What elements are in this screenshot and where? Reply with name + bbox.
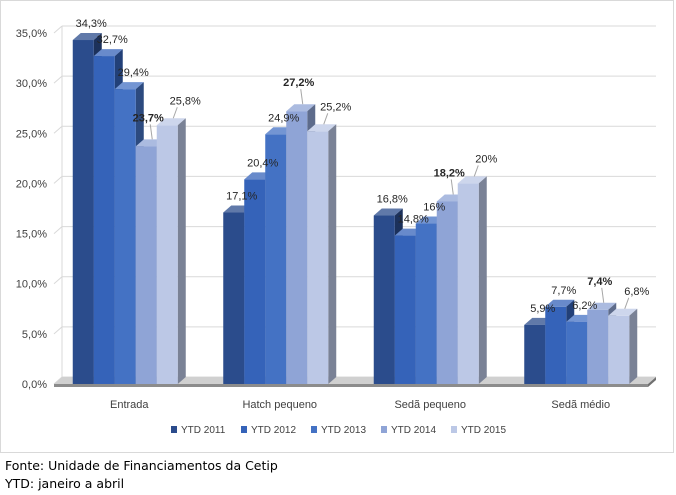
data-label: 25,8% [170, 95, 201, 107]
bar-chart: 0,0% 5,0% 10,0% 15,0% 20,0% 25,0% 30,0% 35,0% 34… [16, 18, 656, 436]
bar-side [478, 176, 487, 384]
data-label-leader [172, 107, 178, 119]
bar [394, 235, 416, 384]
y-tick-label: 10,0% [16, 279, 47, 291]
bar [93, 56, 115, 385]
data-label-leader [624, 297, 630, 309]
data-label: 32,7% [97, 34, 128, 46]
bar-side [328, 124, 337, 384]
data-label-leader [450, 179, 454, 195]
gridline-side [53, 75, 63, 84]
bar-top [587, 302, 617, 310]
gridline-side [53, 326, 63, 335]
data-label: 23,7% [133, 112, 164, 124]
gridline-side [53, 276, 63, 285]
bar [223, 212, 245, 384]
bar-top [457, 176, 487, 184]
bar-top [608, 308, 638, 316]
bar-top [156, 118, 186, 126]
legend-entry: YTD 2013 [321, 425, 366, 436]
gridline-side [53, 176, 63, 184]
gridline-side [53, 125, 63, 134]
chart-floor [54, 377, 656, 384]
chart-floor-edge [54, 384, 648, 387]
data-label: 6,2% [572, 300, 597, 312]
bar [608, 315, 630, 384]
bar [587, 309, 609, 384]
bar [114, 89, 136, 384]
data-label-leader [323, 113, 329, 125]
y-tick-label: 35,0% [16, 28, 47, 40]
bar [307, 131, 329, 384]
y-tick-label: 20,0% [16, 178, 47, 190]
bar [135, 146, 157, 384]
bar [156, 125, 178, 385]
data-label: 14,8% [398, 214, 429, 226]
y-tick-label: 0,0% [22, 379, 47, 391]
bar-top [307, 124, 337, 132]
legend-swatch [381, 426, 387, 433]
bar-top [545, 299, 575, 307]
y-tick-label: 25,0% [16, 128, 47, 140]
bar [436, 201, 458, 384]
y-tick-label: 15,0% [16, 229, 47, 241]
data-label: 18,2% [434, 167, 465, 179]
x-tick-label: Hatch pequeno [242, 399, 317, 411]
legend-entry: YTD 2014 [391, 425, 436, 436]
bar [524, 324, 546, 384]
bar [457, 183, 479, 384]
y-tick-label: 30,0% [16, 78, 47, 90]
bar-top [373, 208, 403, 216]
bar-top [286, 104, 316, 112]
y-tick-label: 5,0% [22, 329, 47, 341]
data-label: 20,4% [247, 157, 278, 169]
legend-swatch [171, 426, 177, 433]
bar [265, 134, 287, 384]
bar-top [93, 49, 123, 57]
data-label-leader [300, 89, 304, 105]
legend-swatch [241, 426, 247, 433]
x-tick-label: Sedã pequeno [394, 399, 466, 411]
legend-entry: YTD 2011 [181, 425, 226, 436]
bar-top [72, 33, 102, 41]
bar-side [177, 118, 186, 385]
data-label: 25,2% [320, 101, 351, 113]
legend-entry: YTD 2015 [461, 425, 506, 436]
data-label: 16,8% [377, 194, 408, 206]
bar [415, 223, 437, 384]
data-label-leader [601, 287, 605, 303]
x-tick-label: Sedã médio [551, 399, 610, 411]
data-label: 16% [423, 202, 445, 214]
legend-swatch [311, 426, 317, 433]
legend-entry: YTD 2012 [251, 425, 296, 436]
data-label: 27,2% [283, 77, 314, 89]
data-label: 34,3% [76, 18, 107, 30]
legend-swatch [451, 426, 457, 433]
period-footnote: YTD: janeiro a abril [5, 476, 125, 491]
chart-floor-side [648, 377, 656, 387]
data-label: 7,7% [551, 285, 576, 297]
data-label: 17,1% [226, 191, 257, 203]
gridline-side [53, 226, 63, 234]
data-label: 20% [475, 153, 497, 165]
data-label: 6,8% [624, 286, 649, 298]
bar-top [114, 82, 144, 90]
chart-frame: 0,0% 5,0% 10,0% 15,0% 20,0% 25,0% 30,0% 35,0% 34… [0, 0, 674, 453]
bar [72, 40, 94, 385]
bar-side [629, 308, 638, 384]
gridline-side [53, 25, 63, 34]
data-label-leader [149, 124, 153, 140]
data-label: 29,4% [118, 67, 149, 79]
bar [373, 215, 395, 384]
bar [566, 321, 588, 384]
bar [545, 306, 567, 384]
x-tick-label: Entrada [110, 399, 149, 411]
bar [286, 111, 308, 385]
bar [244, 179, 266, 384]
data-label-leader [473, 165, 479, 177]
source-footnote: Fonte: Unidade de Financiamentos da Ceti… [5, 458, 278, 473]
data-label: 5,9% [530, 303, 555, 315]
data-label: 7,4% [587, 276, 612, 288]
data-label: 24,9% [268, 112, 299, 124]
